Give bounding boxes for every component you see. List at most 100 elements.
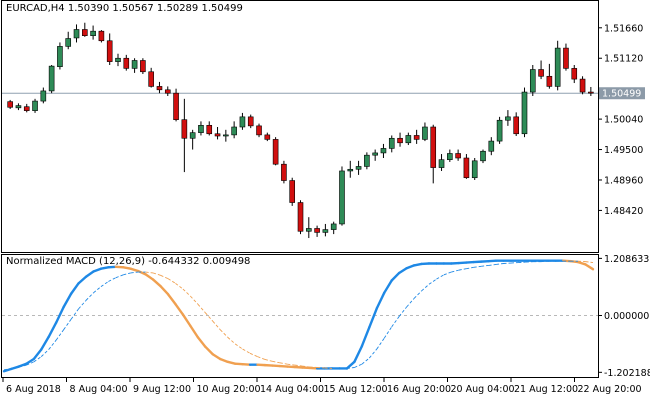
candle-body[interactable] xyxy=(305,228,312,232)
signal-segment xyxy=(100,281,109,288)
candle-body[interactable] xyxy=(579,78,586,93)
signal-segment xyxy=(18,364,27,368)
candle-body[interactable] xyxy=(347,168,354,172)
candle-body[interactable] xyxy=(513,116,519,135)
candle-body[interactable] xyxy=(546,75,553,87)
candle-body[interactable] xyxy=(57,46,63,67)
price-tick-label: 1.48960 xyxy=(604,175,643,186)
signal-segment xyxy=(443,271,452,276)
candle-body[interactable] xyxy=(505,116,511,121)
candle-body[interactable] xyxy=(140,60,146,73)
candle-body[interactable] xyxy=(264,134,271,140)
candle-body[interactable] xyxy=(98,30,105,42)
candle-body[interactable] xyxy=(181,119,188,139)
candle-body[interactable] xyxy=(40,90,47,102)
indicator-lines xyxy=(2,259,595,373)
candle-body[interactable] xyxy=(397,137,403,144)
candle-body[interactable] xyxy=(405,135,412,144)
candle-body[interactable] xyxy=(447,153,453,160)
candles[interactable] xyxy=(7,22,594,239)
candle-body[interactable] xyxy=(554,47,561,87)
macd-segment xyxy=(159,284,170,296)
candle-body[interactable] xyxy=(380,148,387,154)
candle-body[interactable] xyxy=(239,116,246,128)
candle-body[interactable] xyxy=(90,30,96,36)
candle-body[interactable] xyxy=(430,126,437,168)
candle-body[interactable] xyxy=(496,119,503,142)
candle-body[interactable] xyxy=(471,160,478,179)
candle-body[interactable] xyxy=(322,229,329,233)
candle-body[interactable] xyxy=(164,89,171,94)
candle-body[interactable] xyxy=(455,153,461,159)
candle-body[interactable] xyxy=(148,71,154,87)
signal-segment xyxy=(40,349,50,357)
candle-body[interactable] xyxy=(372,152,378,156)
candle-body[interactable] xyxy=(289,180,296,203)
macd-segment xyxy=(211,353,222,361)
candle-body[interactable] xyxy=(330,223,337,230)
macd-segment xyxy=(412,262,423,267)
candle-body[interactable] xyxy=(488,140,495,152)
candle-body[interactable] xyxy=(65,38,72,47)
candle-body[interactable] xyxy=(123,57,130,69)
candle-body[interactable] xyxy=(355,166,362,170)
candle-body[interactable] xyxy=(115,57,121,62)
candle-body[interactable] xyxy=(571,68,578,80)
candle-body[interactable] xyxy=(189,132,196,139)
candle-body[interactable] xyxy=(223,134,229,137)
signal-segment xyxy=(130,271,139,274)
signal-segment xyxy=(85,292,94,301)
time-tick-label: 6 Aug 2018 xyxy=(6,384,61,395)
signal-segment xyxy=(383,326,393,339)
signal-segment xyxy=(398,306,407,317)
macd-segment xyxy=(181,313,192,328)
macd-segment xyxy=(47,321,58,338)
candle-body[interactable] xyxy=(214,133,221,137)
signal-segment xyxy=(234,343,243,350)
candle-body[interactable] xyxy=(106,40,113,62)
candle-body[interactable] xyxy=(281,163,287,181)
candle-body[interactable] xyxy=(231,126,237,136)
candle-body[interactable] xyxy=(538,69,544,77)
macd-segment xyxy=(122,266,132,270)
candle-body[interactable] xyxy=(23,106,30,111)
candle-body[interactable] xyxy=(364,154,370,167)
candle-body[interactable] xyxy=(314,228,320,233)
signal-segment xyxy=(413,290,422,299)
candle-body[interactable] xyxy=(15,105,22,109)
signal-segment xyxy=(361,357,370,365)
candle-body[interactable] xyxy=(480,150,486,162)
candle-body[interactable] xyxy=(521,91,528,135)
candle-body[interactable] xyxy=(256,125,262,136)
candle-body[interactable] xyxy=(131,60,138,69)
signal-segment xyxy=(585,261,594,264)
macd-segment xyxy=(219,357,229,364)
candle-body[interactable] xyxy=(32,100,38,111)
signal-segment xyxy=(481,264,489,267)
candle-body[interactable] xyxy=(206,125,213,135)
candle-body[interactable] xyxy=(173,92,179,120)
candle-body[interactable] xyxy=(7,101,13,108)
candle-body[interactable] xyxy=(388,137,395,149)
candle-body[interactable] xyxy=(247,116,254,127)
candle-body[interactable] xyxy=(438,159,445,168)
candle-body[interactable] xyxy=(563,47,569,69)
candle-body[interactable] xyxy=(156,86,163,91)
candle-body[interactable] xyxy=(422,126,428,140)
candle-body[interactable] xyxy=(529,69,536,93)
candle-body[interactable] xyxy=(588,91,594,94)
signal-segment xyxy=(48,339,57,350)
candle-body[interactable] xyxy=(463,157,470,179)
signal-segment xyxy=(272,360,280,364)
indicator-tick-label: 1.208633 xyxy=(604,254,649,265)
candle-body[interactable] xyxy=(339,170,345,225)
candle-body[interactable] xyxy=(198,125,204,133)
signal-segment xyxy=(212,320,221,330)
candle-body[interactable] xyxy=(82,29,88,36)
candle-body[interactable] xyxy=(48,65,55,92)
candle-body[interactable] xyxy=(73,29,80,39)
candle-body[interactable] xyxy=(413,135,420,140)
candle-body[interactable] xyxy=(297,202,304,232)
candle-body[interactable] xyxy=(272,139,279,165)
